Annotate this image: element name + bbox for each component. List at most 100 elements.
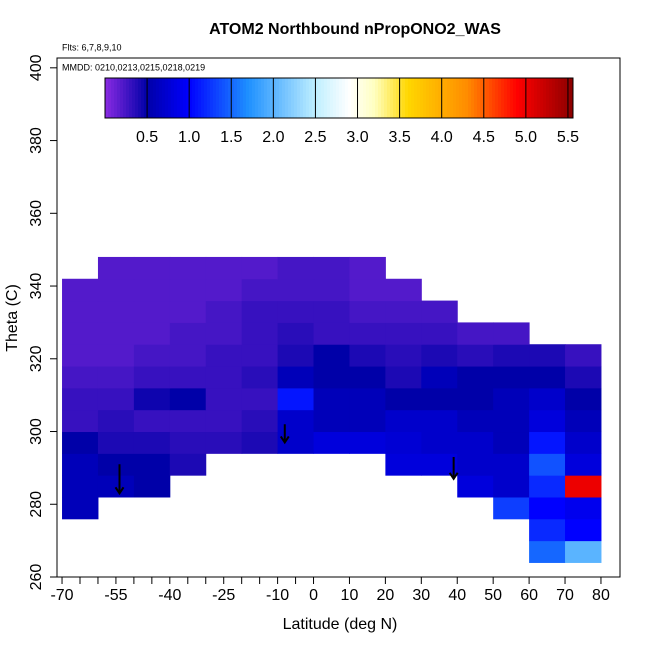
colorbar-segment (159, 78, 163, 118)
colorbar-segment (546, 78, 550, 118)
colorbar-segment (216, 78, 220, 118)
heat-cell (277, 387, 315, 411)
colorbar-segment (279, 78, 283, 118)
heat-cell (133, 475, 171, 498)
colorbar-segment (378, 78, 382, 118)
colorbar-segment (123, 78, 127, 118)
x-tick-label: 20 (376, 587, 394, 604)
colorbar-segment (126, 78, 130, 118)
colorbar-segment (540, 78, 544, 118)
colorbar-segment (201, 78, 205, 118)
colorbar-segment (456, 78, 460, 118)
colorbar-segment (228, 78, 232, 118)
heat-cell (565, 475, 602, 498)
colorbar-segment (192, 78, 196, 118)
colorbar-tick-label: 1.0 (178, 129, 200, 146)
colorbar-segment (354, 78, 358, 118)
colorbar-segment (411, 78, 415, 118)
colorbar-segment (219, 78, 223, 118)
heat-cell (565, 453, 602, 476)
colorbar-segment (465, 78, 469, 118)
colorbar-segment (264, 78, 268, 118)
colorbar-segment (162, 78, 166, 118)
heat-cell (241, 256, 279, 280)
heat-cell (241, 322, 279, 345)
heat-cell (205, 366, 243, 389)
heat-cell (133, 431, 171, 454)
x-tick-label: 10 (341, 587, 359, 604)
colorbar-segment (180, 78, 184, 118)
colorbar-segment (501, 78, 505, 118)
colorbar-segment (471, 78, 475, 118)
colorbar-segment (111, 78, 115, 118)
colorbar-segment (204, 78, 208, 118)
heat-cell (97, 300, 135, 323)
colorbar-segment (183, 78, 187, 118)
colorbar-segment (198, 78, 202, 118)
heat-cell (205, 409, 243, 433)
heat-cell (313, 256, 350, 280)
heat-cell (313, 322, 350, 345)
heat-cell (169, 344, 207, 367)
colorbar-segment (555, 78, 559, 118)
colorbar-segment (168, 78, 172, 118)
colorbar-segment (237, 78, 241, 118)
colorbar-segment (351, 78, 355, 118)
heat-cell (62, 344, 99, 367)
heat-cell (133, 278, 171, 302)
heat-cell (169, 453, 207, 476)
heat-cell (457, 322, 494, 345)
heat-cell (205, 387, 243, 411)
colorbar-segment (195, 78, 199, 118)
colorbar-segment (327, 78, 331, 118)
colorbar-segment (321, 78, 325, 118)
colorbar-segment (105, 78, 109, 118)
colorbar-segment (375, 78, 379, 118)
annotation: MMDD: 0210,0213,0215,0218,0219 (62, 62, 205, 72)
heat-cell (133, 256, 171, 280)
colorbar-segment (273, 78, 277, 118)
colorbar-segment (453, 78, 457, 118)
colorbar-segment (498, 78, 502, 118)
y-tick-label: 320 (28, 345, 45, 372)
colorbar-segment (165, 78, 169, 118)
heat-cell (529, 540, 566, 563)
heat-cell (62, 366, 99, 389)
colorbar-segment (567, 78, 571, 118)
heat-cell (529, 496, 566, 520)
heat-cell (97, 322, 135, 345)
colorbar-segment (477, 78, 481, 118)
colorbar-segment (489, 78, 493, 118)
colorbar-segment (408, 78, 412, 118)
heat-cell (97, 366, 135, 389)
heat-cell (493, 387, 530, 411)
heat-cell (62, 322, 99, 345)
heat-cell (97, 475, 135, 498)
heat-cell (457, 344, 494, 367)
colorbar-segment (210, 78, 214, 118)
y-tick-label: 400 (28, 54, 45, 81)
heat-cell (385, 300, 422, 323)
heat-cell (421, 431, 458, 454)
heat-cell (421, 409, 458, 433)
heat-cell (62, 300, 99, 323)
colorbar-segment (513, 78, 517, 118)
heat-cell (205, 431, 243, 454)
colorbar-segment (432, 78, 436, 118)
colorbar-segment (141, 78, 145, 118)
heat-cell (169, 366, 207, 389)
heat-cell (97, 387, 135, 411)
heat-cell (385, 344, 422, 367)
colorbar-tick-label: 3.0 (346, 129, 368, 146)
x-tick-label: 70 (556, 587, 574, 604)
colorbar-segment (222, 78, 226, 118)
heat-cell (169, 431, 207, 454)
heat-cell (421, 387, 458, 411)
colorbar-segment (225, 78, 229, 118)
colorbar-tick-label: 0.5 (136, 129, 158, 146)
colorbar-segment (129, 78, 133, 118)
heat-cell (133, 387, 171, 411)
heat-cell (97, 453, 135, 476)
colorbar-segment (303, 78, 307, 118)
heat-cell (277, 366, 315, 389)
